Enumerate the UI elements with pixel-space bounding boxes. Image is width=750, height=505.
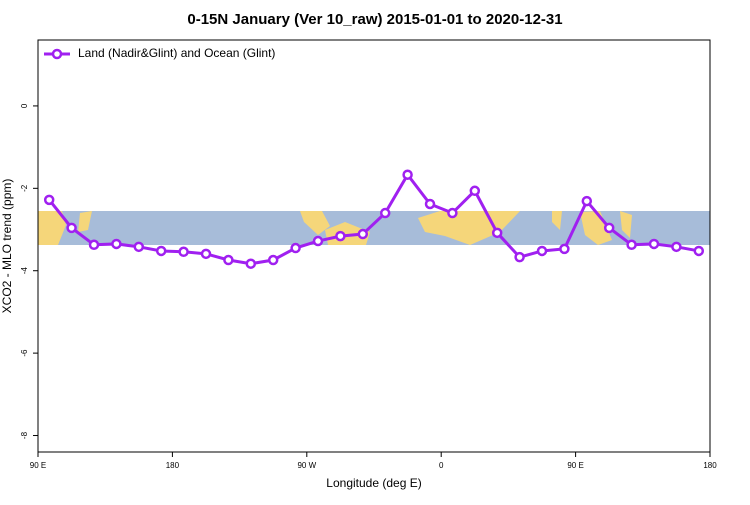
data-point	[379, 207, 391, 219]
data-point	[290, 242, 301, 254]
data-point	[111, 238, 122, 250]
y-axis-label: XCO2 - MLO trend (ppm)	[0, 179, 14, 314]
legend-label: Land (Nadir&Glint) and Ocean (Glint)	[78, 46, 275, 60]
data-point	[223, 254, 234, 266]
data-point	[469, 185, 481, 197]
y-tick-label: -6	[20, 349, 29, 357]
data-point	[200, 248, 212, 260]
data-point	[671, 241, 682, 253]
data-point	[424, 198, 436, 210]
y-tick-label: 0	[20, 103, 29, 108]
x-tick-label: 90 E	[567, 461, 583, 470]
data-point	[43, 194, 55, 206]
x-tick-label: 90 E	[30, 461, 46, 470]
data-point	[491, 227, 503, 239]
legend-marker	[51, 48, 63, 60]
x-tick-label: 90 W	[297, 461, 316, 470]
data-point	[133, 241, 145, 253]
data-point	[155, 245, 167, 257]
data-point	[88, 239, 100, 251]
data-point	[245, 258, 257, 269]
data-point	[514, 251, 525, 263]
y-tick-label: -8	[20, 431, 29, 439]
plot-frame	[37, 39, 711, 453]
data-point	[335, 230, 346, 242]
data-point	[66, 222, 77, 234]
data-point	[402, 169, 413, 180]
y-tick-label: -4	[20, 267, 29, 275]
data-point	[648, 238, 660, 250]
data-point	[447, 207, 458, 219]
data-point	[559, 243, 570, 255]
y-tick-label: -2	[20, 184, 29, 192]
data-point	[581, 195, 593, 207]
data-point	[357, 228, 369, 240]
data-point	[267, 254, 279, 266]
x-tick-label: 180	[703, 461, 717, 470]
x-tick-label: 180	[166, 461, 180, 470]
x-axis-label: Longitude (deg E)	[326, 476, 421, 490]
data-point	[626, 239, 637, 251]
data-point	[693, 245, 705, 257]
data-point	[178, 246, 189, 258]
data-point	[536, 245, 548, 257]
data-point	[603, 222, 615, 234]
data-point	[312, 235, 324, 247]
x-tick-label: 0	[439, 461, 444, 470]
chart-title: 0-15N January (Ver 10_raw) 2015-01-01 to…	[187, 11, 562, 28]
